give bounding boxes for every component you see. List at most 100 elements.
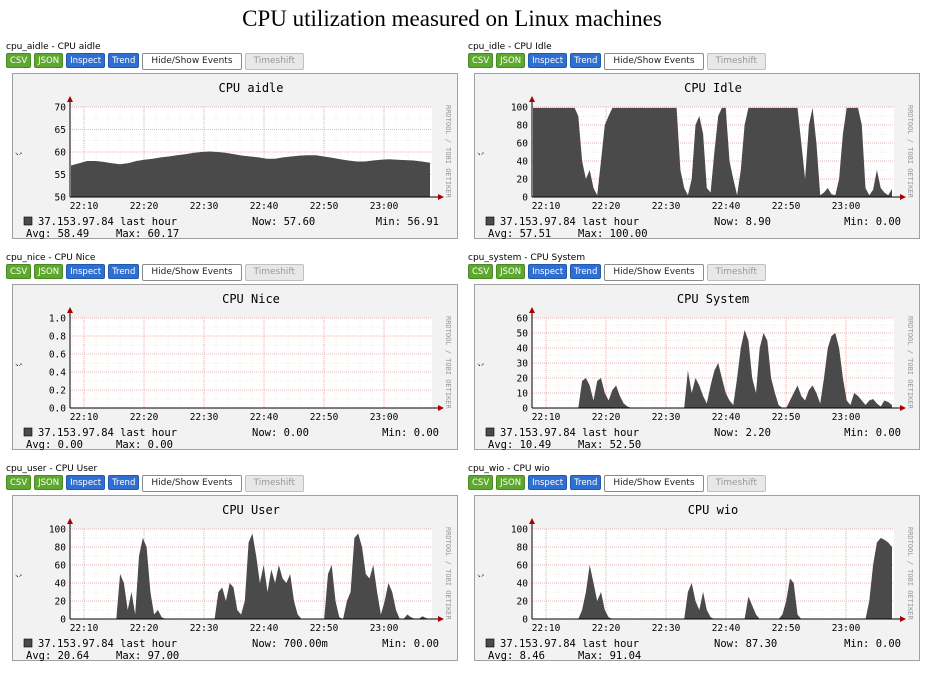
csv-button[interactable]: CSV [6, 53, 32, 68]
events-button[interactable]: Hide/Show Events [604, 53, 704, 70]
legend-now: Now: 87.30 [714, 638, 777, 650]
csv-button[interactable]: CSV [6, 475, 32, 490]
zoom-icon: ↘↗ [477, 572, 484, 579]
graph-panel-user: cpu_user - CPU User CSV JSON Inspect Trend Hi… [6, 464, 458, 674]
graph-toolbar: CSV JSON Inspect Trend Hide/Show Events Times… [468, 264, 766, 281]
zoom-icon: ↘↗ [477, 361, 484, 368]
json-button[interactable]: JSON [34, 53, 64, 68]
legend-avg: Avg: 58.49 [26, 228, 89, 239]
inspect-button[interactable]: Inspect [528, 53, 568, 68]
csv-button[interactable]: CSV [468, 475, 494, 490]
y-tick-label: 10 [517, 389, 529, 400]
legend-host: 37.153.97.84 last hour [500, 216, 639, 228]
json-button[interactable]: JSON [496, 53, 526, 68]
chart-title: CPU System [677, 292, 749, 306]
timeshift-button[interactable]: Timeshift [706, 264, 766, 281]
trend-button[interactable]: Trend [108, 53, 140, 68]
zoom-icon: ↘↗ [15, 361, 22, 368]
legend-swatch [23, 427, 33, 437]
page-title: CPU utilization measured on Linux machin… [242, 6, 662, 31]
legend-host: 37.153.97.84 last hour [38, 638, 177, 650]
legend-min: Min: 56.91 [376, 216, 439, 228]
chart-title: CPU aidle [218, 81, 283, 95]
zoom-icon: ↘↗ [15, 572, 22, 579]
json-button[interactable]: JSON [496, 264, 526, 279]
csv-button[interactable]: CSV [468, 53, 494, 68]
y-tick-label: 40 [55, 579, 67, 590]
x-tick-label: 22:20 [592, 623, 621, 634]
graph-toolbar: CSV JSON Inspect Trend Hide/Show Events Times… [468, 475, 766, 492]
trend-button[interactable]: Trend [570, 475, 602, 490]
legend-max: Max: 97.00 [116, 650, 179, 661]
y-tick-label: 0.6 [49, 350, 66, 361]
events-button[interactable]: Hide/Show Events [142, 475, 242, 492]
x-tick-label: 22:40 [712, 201, 741, 212]
graph-image: CPU aidle RRDTOOL / TOBI OETIKER 50 55 60 65 7… [12, 73, 458, 239]
y-axis-arrow [529, 307, 535, 313]
y-tick-label: 0.4 [49, 368, 66, 379]
events-button[interactable]: Hide/Show Events [142, 53, 242, 70]
x-tick-label: 22:40 [250, 623, 279, 634]
y-tick-label: 0.2 [49, 386, 66, 397]
legend-avg: Avg: 57.51 [488, 228, 551, 239]
legend-now: Now: 700.00m [252, 638, 328, 650]
legend-max: Max: 52.50 [578, 439, 641, 450]
rrdtool-label: RRDTOOL / TOBI OETIKER [906, 527, 914, 621]
timeshift-button[interactable]: Timeshift [706, 475, 766, 492]
json-button[interactable]: JSON [34, 264, 64, 279]
y-tick-label: 80 [517, 121, 529, 132]
y-axis-arrow [529, 518, 535, 524]
legend-min: Min: 0.00 [844, 427, 901, 439]
chart-system: CPU System RRDTOOL / TOBI OETIKER 0 10 20 30 4… [474, 284, 920, 450]
timeshift-button[interactable]: Timeshift [244, 264, 304, 281]
y-tick-label: 50 [55, 193, 67, 204]
x-tick-label: 22:30 [190, 412, 219, 423]
y-tick-label: 55 [55, 170, 66, 181]
x-tick-label: 23:00 [832, 201, 861, 212]
y-tick-label: 40 [517, 344, 529, 355]
inspect-button[interactable]: Inspect [528, 264, 568, 279]
x-tick-label: 22:10 [532, 201, 561, 212]
csv-button[interactable]: CSV [468, 264, 494, 279]
csv-button[interactable]: CSV [6, 264, 32, 279]
chart-user: CPU User RRDTOOL / TOBI OETIKER 0 20 40 60 80 1… [12, 495, 458, 661]
x-tick-label: 22:40 [712, 412, 741, 423]
rrdtool-label: RRDTOOL / TOBI OETIKER [444, 527, 452, 621]
inspect-button[interactable]: Inspect [66, 475, 106, 490]
graph-panel-aidle: cpu_aidle - CPU aidle CSV JSON Inspect Trend… [6, 42, 458, 252]
events-button[interactable]: Hide/Show Events [142, 264, 242, 281]
rrdtool-label: RRDTOOL / TOBI OETIKER [444, 105, 452, 199]
timeshift-button[interactable]: Timeshift [706, 53, 766, 70]
x-tick-label: 23:00 [832, 623, 861, 634]
legend-now: Now: 2.20 [714, 427, 771, 439]
legend-min: Min: 0.00 [844, 638, 901, 650]
chart-title: CPU wio [688, 503, 739, 517]
trend-button[interactable]: Trend [108, 475, 140, 490]
y-tick-label: 50 [517, 329, 529, 340]
graph-toolbar: CSV JSON Inspect Trend Hide/Show Events Times… [468, 53, 766, 70]
x-tick-label: 22:20 [592, 412, 621, 423]
trend-button[interactable]: Trend [570, 53, 602, 68]
events-button[interactable]: Hide/Show Events [604, 264, 704, 281]
x-tick-label: 22:50 [310, 412, 339, 423]
timeshift-button[interactable]: Timeshift [244, 475, 304, 492]
trend-button[interactable]: Trend [108, 264, 140, 279]
json-button[interactable]: JSON [34, 475, 64, 490]
y-tick-label: 20 [517, 175, 529, 186]
legend-swatch [485, 427, 495, 437]
y-tick-label: 40 [517, 157, 529, 168]
trend-button[interactable]: Trend [570, 264, 602, 279]
y-tick-label: 1.0 [49, 314, 66, 325]
y-tick-label: 20 [517, 374, 529, 385]
inspect-button[interactable]: Inspect [66, 53, 106, 68]
inspect-button[interactable]: Inspect [66, 264, 106, 279]
legend-host: 37.153.97.84 last hour [500, 427, 639, 439]
x-axis-arrow [900, 405, 906, 411]
events-button[interactable]: Hide/Show Events [604, 475, 704, 492]
timeshift-button[interactable]: Timeshift [244, 53, 304, 70]
legend-min: Min: 0.00 [844, 216, 901, 228]
graph-image: CPU Idle RRDTOOL / TOBI OETIKER 0 20 40 60 80 1… [474, 73, 920, 239]
inspect-button[interactable]: Inspect [528, 475, 568, 490]
legend-now: Now: 57.60 [252, 216, 315, 228]
json-button[interactable]: JSON [496, 475, 526, 490]
